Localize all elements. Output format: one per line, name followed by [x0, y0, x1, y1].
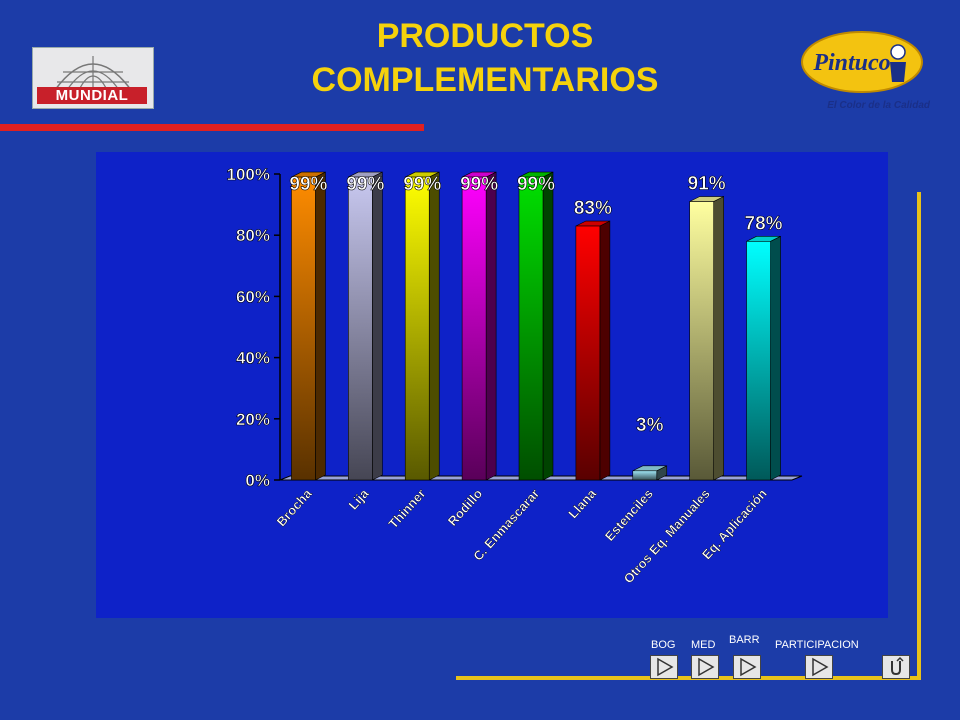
bar-2 [348, 171, 383, 481]
x-tick-label: Estenciles [602, 486, 656, 544]
frame-line-vertical [917, 192, 921, 680]
return-icon [891, 656, 904, 676]
bar-value-label: 83% [574, 198, 612, 219]
frame-line-horizontal [456, 676, 921, 680]
bar-side [428, 171, 440, 481]
title-line-2: COMPLEMENTARIOS [311, 61, 659, 99]
bar-front [461, 176, 487, 481]
bar-front [746, 241, 771, 481]
y-tick-label: 0% [245, 471, 270, 490]
bog-button[interactable] [650, 655, 678, 679]
nav-label-barr: BARR [729, 634, 760, 646]
globe-icon [54, 56, 132, 91]
bar-value-label: 99% [460, 174, 498, 195]
participacion-button[interactable] [805, 655, 833, 679]
bar-side [770, 235, 781, 481]
bar-value-label: 91% [688, 174, 726, 195]
mundial-logo: MUNDIAL [32, 47, 154, 109]
title-line-1: PRODUCTOS [376, 17, 594, 55]
bar-9 [746, 235, 781, 481]
bar-front [348, 176, 373, 481]
return-button[interactable] [882, 655, 910, 679]
bar-front [632, 470, 658, 481]
y-tick-label: 80% [236, 226, 270, 245]
med-button[interactable] [691, 655, 719, 679]
bar-front [575, 225, 601, 481]
nav-label-participacion: PARTICIPACION [775, 639, 859, 651]
bar-side [372, 171, 383, 481]
bar-chart: 0% 20% 40% 60% 80% 100% 99% Brocha 99% Lija 99% Thi… [226, 165, 803, 586]
mundial-brand: MUNDIAL [37, 87, 147, 104]
nav-label-med: MED [691, 639, 716, 651]
play-icon [698, 657, 715, 677]
barr-button[interactable] [733, 655, 761, 679]
pintuco-brand: Pintuco [812, 50, 890, 76]
bar-front [689, 201, 714, 481]
y-tick-label: 60% [236, 287, 270, 306]
x-tick-label: Rodillo [445, 486, 486, 529]
pintuco-badge-icon: Pintuco [801, 31, 923, 93]
page-title: PRODUCTOS COMPLEMENTARIOS [240, 14, 730, 102]
bar-side [485, 171, 497, 481]
bar-7 [632, 465, 668, 481]
x-tick-label: Llana [565, 485, 599, 521]
pintuco-tagline: El Color de la Calidad [827, 100, 930, 111]
bar-side [315, 171, 326, 481]
pintuco-logo: Pintuco El Color de la Calidad [800, 30, 930, 120]
bar-side [542, 171, 554, 481]
accent-line [0, 124, 424, 131]
y-tick-label: 40% [236, 349, 270, 368]
bar-side [599, 220, 611, 481]
x-tick-label: Thinner [385, 486, 428, 531]
bar-value-label: 99% [403, 174, 441, 195]
bar-value-label: 78% [745, 213, 783, 234]
bar-6 [575, 220, 611, 481]
bar-front [404, 176, 430, 481]
bar-front [291, 176, 316, 481]
bar-value-label: 99% [289, 174, 327, 195]
play-icon [812, 657, 829, 677]
x-tick-label: Lija [345, 485, 372, 512]
play-icon [657, 657, 674, 677]
play-icon [740, 657, 757, 677]
y-tick-label: 20% [236, 410, 270, 429]
bar-3 [404, 171, 440, 481]
bar-5 [518, 171, 554, 481]
x-tick-label: Brocha [274, 485, 316, 529]
bar-4 [461, 171, 497, 481]
bar-front [518, 176, 544, 481]
bar-8 [689, 196, 724, 481]
chart-panel: 0% 20% 40% 60% 80% 100% 99% Brocha 99% Lija 99% Thi… [96, 152, 888, 618]
bar-side [713, 196, 724, 481]
bar-1 [291, 171, 326, 481]
y-tick-label: 100% [227, 165, 270, 184]
bar-value-label: 99% [517, 174, 555, 195]
nav-label-bog: BOG [651, 639, 676, 651]
bar-value-label: 3% [636, 415, 664, 436]
bar-value-label: 99% [346, 174, 384, 195]
